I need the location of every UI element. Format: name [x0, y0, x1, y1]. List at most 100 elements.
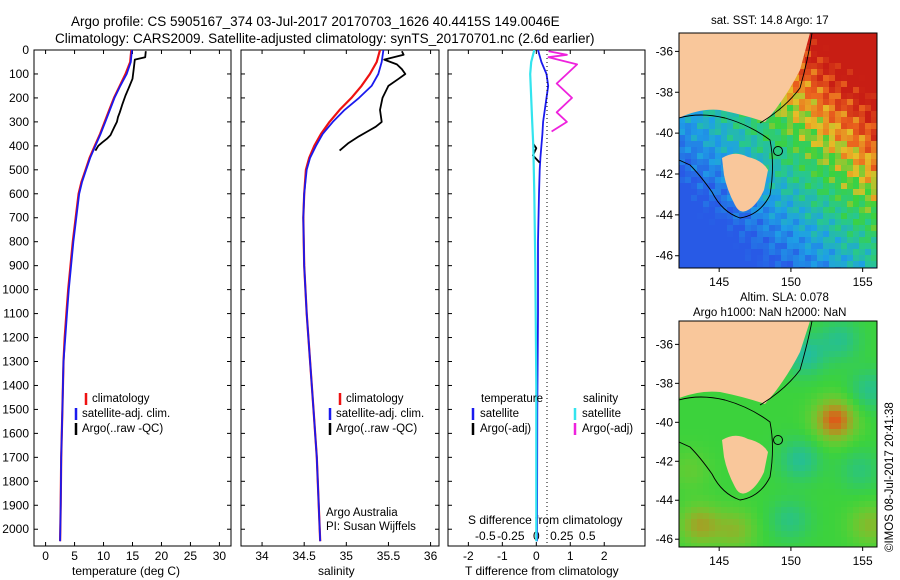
map-cell — [823, 417, 829, 423]
map-cell — [727, 531, 733, 537]
map-cell — [703, 231, 709, 237]
map-cell — [817, 81, 823, 87]
map-cell — [817, 69, 823, 75]
map-cell — [775, 483, 781, 489]
map-cell — [679, 399, 685, 405]
map-cell — [703, 237, 709, 243]
map-cell — [799, 501, 805, 507]
map-cell — [823, 519, 829, 525]
map-cell — [853, 381, 859, 387]
map-cell — [847, 183, 853, 189]
map-cell — [709, 117, 715, 123]
map-cell — [853, 153, 859, 159]
map-cell — [847, 501, 853, 507]
map-cell — [829, 489, 835, 495]
map-cell — [871, 219, 877, 225]
map-cell — [697, 417, 703, 423]
map-cell — [853, 519, 859, 525]
map-cell — [799, 249, 805, 255]
map-cell — [793, 441, 799, 447]
map-cell — [853, 423, 859, 429]
map-cell — [727, 501, 733, 507]
map-cell — [835, 495, 841, 501]
map-cell — [709, 441, 715, 447]
map-cell — [859, 93, 865, 99]
map-cell — [793, 123, 799, 129]
map-cell — [823, 93, 829, 99]
map-cell — [679, 489, 685, 495]
map-cell — [685, 147, 691, 153]
map-cell — [679, 165, 685, 171]
map-cell — [829, 171, 835, 177]
map-cell — [703, 405, 709, 411]
map-cell — [829, 261, 835, 267]
map-cell — [811, 321, 817, 327]
map-cell — [841, 345, 847, 351]
map-cell — [721, 129, 727, 135]
map-cell — [781, 249, 787, 255]
map-cell — [841, 465, 847, 471]
map-cell — [835, 249, 841, 255]
map-cell — [871, 519, 877, 525]
map-cell — [799, 363, 805, 369]
map-cell — [787, 429, 793, 435]
map-cell — [751, 495, 757, 501]
map-cell — [853, 123, 859, 129]
map-cell — [859, 105, 865, 111]
map-cell — [703, 225, 709, 231]
map-cell — [841, 507, 847, 513]
map-cell — [781, 243, 787, 249]
map-cell — [715, 255, 721, 261]
map-cell — [841, 201, 847, 207]
map-cell — [787, 135, 793, 141]
map-cell — [823, 183, 829, 189]
map-cell — [721, 111, 727, 117]
map-cell — [853, 393, 859, 399]
map-cell — [829, 123, 835, 129]
map-cell — [835, 321, 841, 327]
map-cell — [721, 501, 727, 507]
map-cell — [757, 201, 763, 207]
map-cell — [865, 69, 871, 75]
map-cell — [793, 447, 799, 453]
map-cell — [775, 123, 781, 129]
map-cell — [781, 525, 787, 531]
map-cell — [745, 249, 751, 255]
map-cell — [871, 93, 877, 99]
sst-lat-axis: -36-38-40-42-44-46 — [656, 44, 679, 263]
map-cell — [835, 195, 841, 201]
map-cell — [805, 459, 811, 465]
map-cell — [817, 441, 823, 447]
map-cell — [787, 261, 793, 267]
map-cell — [787, 147, 793, 153]
map-cell — [757, 405, 763, 411]
map-cell — [805, 249, 811, 255]
map-cell — [829, 327, 835, 333]
map-cell — [787, 411, 793, 417]
map-cell — [847, 435, 853, 441]
map-cell — [685, 501, 691, 507]
map-cell — [757, 543, 763, 547]
map-cell — [799, 129, 805, 135]
map-cell — [871, 381, 877, 387]
map-cell — [775, 225, 781, 231]
s-tick-label: 0.5 — [579, 529, 596, 543]
map-cell — [775, 189, 781, 195]
map-cell — [853, 135, 859, 141]
map-cell — [775, 111, 781, 117]
map-cell — [703, 111, 709, 117]
map-cell — [775, 237, 781, 243]
map-cell — [871, 321, 877, 327]
map-cell — [721, 195, 727, 201]
map-cell — [679, 435, 685, 441]
map-cell — [865, 483, 871, 489]
map-cell — [685, 129, 691, 135]
map-cell — [709, 519, 715, 525]
map-cell — [727, 207, 733, 213]
map-cell — [703, 189, 709, 195]
map-cell — [829, 345, 835, 351]
map-cell — [769, 213, 775, 219]
map-cell — [799, 435, 805, 441]
map-cell — [799, 423, 805, 429]
map-cell — [859, 513, 865, 519]
